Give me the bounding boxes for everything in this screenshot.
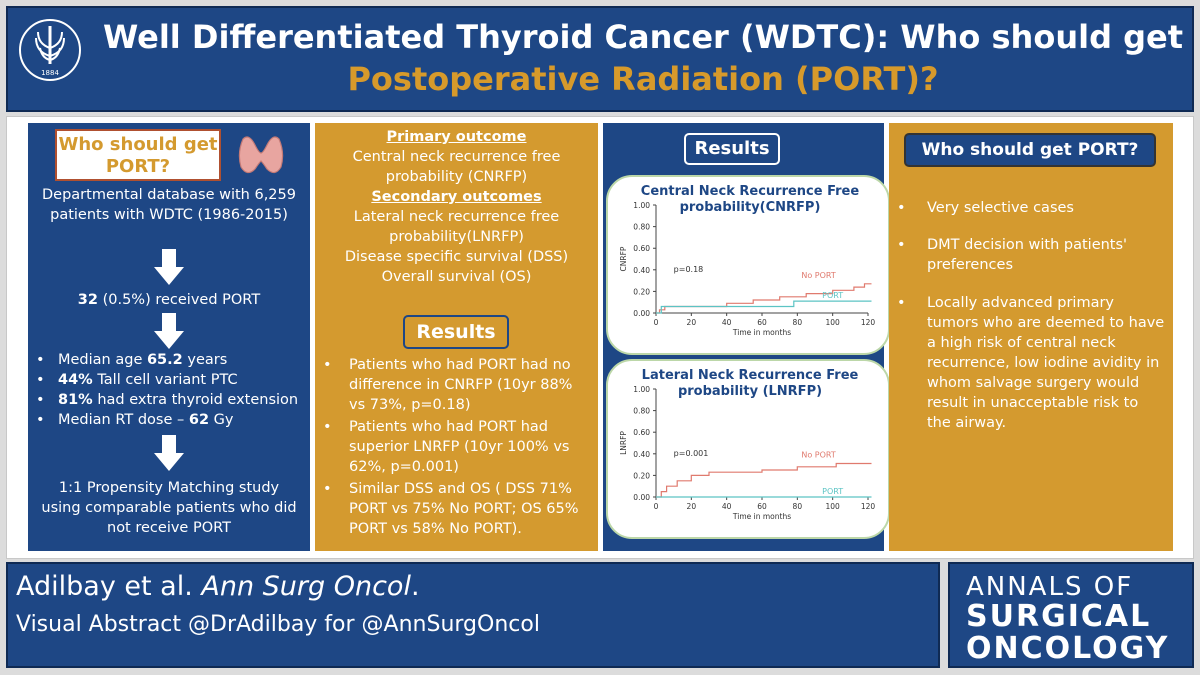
primary-outcome-text: Central neck recurrence free probability… (352, 149, 561, 185)
lnrfp-chart: Lateral Neck Recurrence Freeprobability … (619, 368, 876, 521)
visual-abstract-credit: Visual Abstract @DrAdilbay for @AnnSurgO… (16, 612, 540, 637)
p-value-annotation: p=0.18 (674, 265, 704, 274)
series-label-port: PORT (822, 291, 843, 300)
brand-line-2: SURGICAL (966, 599, 1152, 634)
received-port-text: 32 (0.5%) received PORT (38, 290, 300, 310)
series-line-port (656, 300, 872, 314)
y-tick-label: 1.00 (633, 385, 650, 394)
x-tick-label: 120 (861, 502, 876, 511)
result-bullet-lnrfp: • Patients who had PORT had superior LNRF… (323, 419, 570, 475)
x-tick-label: 120 (861, 318, 876, 327)
x-tick-label: 80 (793, 318, 803, 327)
who-should-get-port-box: Who should get PORT? (904, 133, 1156, 167)
series-label-no-port: No PORT (801, 451, 836, 460)
who-should-get-port-heading: Who should get PORT? (55, 129, 221, 181)
arrow-down-icon (154, 435, 184, 471)
x-axis-label: Time in months (732, 328, 791, 337)
secondary-outcome-os: Overall survival (OS) (381, 269, 532, 285)
received-count: 32 (77, 292, 98, 308)
chart-title-line-2: probability(CNRFP) (680, 200, 821, 215)
chart-title-line-2: probability (LNRFP) (678, 384, 822, 399)
x-tick-label: 100 (826, 502, 841, 511)
cnrfp-chart-card: Central Neck Recurrence Free probability(… (606, 175, 890, 355)
x-tick-label: 80 (793, 502, 803, 511)
citation-authors: Adilbay et al. (16, 571, 202, 602)
bullet-median-age: • Median age 65.2 years (36, 352, 228, 368)
database-text: Departmental database with 6,259 patient… (42, 187, 296, 223)
cnrfp-chart: Central Neck Recurrence Freeprobability(… (619, 184, 876, 337)
bullet-rt-dose: • Median RT dose – 62 Gy (36, 412, 234, 428)
chart-title-line-1: Central Neck Recurrence Free (641, 184, 860, 199)
title-line-2: Postoperative Radiation (PORT)? (347, 60, 939, 98)
x-tick-label: 0 (654, 502, 659, 511)
y-tick-label: 0.20 (633, 287, 650, 296)
y-tick-label: 0.80 (633, 407, 650, 416)
series-label-port: PORT (822, 487, 843, 496)
outcomes-panel: Primary outcome Central neck recurrence … (315, 123, 598, 551)
title-line-1: Well Differentiated Thyroid Cancer (WDTC… (102, 18, 1184, 56)
arrow-down-icon (154, 313, 184, 349)
header-banner: 1884 Well Differentiated Thyroid Cancer … (6, 6, 1194, 112)
y-tick-label: 0.80 (633, 223, 650, 232)
result-bullet-dss-os: • Similar DSS and OS ( DSS 71% PORT vs 75… (323, 481, 579, 537)
x-tick-label: 100 (826, 318, 841, 327)
x-tick-label: 20 (687, 318, 697, 327)
secondary-outcomes-heading: Secondary outcomes (371, 189, 542, 205)
y-tick-label: 0.60 (633, 428, 650, 437)
bullet-tall-cell: • 44% Tall cell variant PTC (36, 372, 238, 388)
results-charts-panel: Results Central Neck Recurrence Free prob… (603, 123, 890, 551)
y-tick-label: 0.00 (633, 309, 650, 318)
x-tick-label: 20 (687, 502, 697, 511)
recommendations-panel: Who should get PORT? • Very selective cas… (889, 123, 1173, 551)
y-axis-label: CNRFP (619, 246, 628, 271)
series-label-no-port: No PORT (801, 271, 836, 280)
lnrfp-chart-card: Lateral Neck Recurrence Free probability … (606, 359, 890, 539)
recommendation-advanced-tumors: • Locally advanced primary tumors who are… (897, 295, 1165, 431)
y-tick-label: 0.60 (633, 244, 650, 253)
x-tick-label: 0 (654, 318, 659, 327)
brand-line-3: ONCOLOGY (966, 631, 1170, 666)
y-tick-label: 0.40 (633, 266, 650, 275)
y-axis-label: LNRFP (619, 431, 628, 455)
received-rest: (0.5%) received PORT (97, 292, 261, 308)
study-design-panel: Who should get PORT? Departmental databa… (28, 123, 310, 551)
brand-line-1: ANNALS OF (966, 572, 1134, 602)
thyroid-icon (238, 136, 284, 174)
x-tick-label: 60 (757, 318, 767, 327)
x-tick-label: 40 (722, 318, 732, 327)
msk-logo-icon: 1884 (19, 19, 81, 81)
recommendation-dmt: • DMT decision with patients' preferences (897, 237, 1128, 273)
chart-title-line-1: Lateral Neck Recurrence Free (642, 368, 859, 383)
y-tick-label: 1.00 (633, 201, 650, 210)
y-tick-label: 0.40 (633, 450, 650, 459)
arrow-down-icon (154, 249, 184, 285)
results-charts-heading: Results (684, 133, 780, 165)
bullet-extra-thyroid: • 81% had extra thyroid extension (36, 392, 299, 408)
secondary-outcome-dss: Disease specific survival (DSS) (344, 249, 569, 265)
series-line-no-port (656, 462, 872, 498)
logo-year: 1884 (41, 69, 59, 77)
citation-journal: Ann Surg Oncol (201, 571, 411, 602)
recommendation-selective: • Very selective cases (897, 200, 1074, 216)
citation-footer: Adilbay et al. Ann Surg Oncol. Visual Ab… (6, 562, 940, 668)
journal-brand-logo: ANNALS OF SURGICAL ONCOLOGY (948, 562, 1194, 668)
x-tick-label: 60 (757, 502, 767, 511)
matching-text: 1:1 Propensity Matching study using comp… (41, 480, 297, 536)
results-heading: Results (403, 315, 509, 349)
series-line-no-port (656, 283, 872, 314)
x-tick-label: 40 (722, 502, 732, 511)
y-tick-label: 0.20 (633, 471, 650, 480)
p-value-annotation: p=0.001 (674, 449, 709, 458)
citation-suffix: . (410, 571, 420, 602)
primary-outcome-heading: Primary outcome (386, 129, 527, 145)
citation-line: Adilbay et al. Ann Surg Oncol. (16, 570, 420, 604)
result-bullet-cnrfp: • Patients who had PORT had no difference… (323, 357, 573, 413)
x-axis-label: Time in months (732, 512, 791, 521)
secondary-outcome-lnrfp: Lateral neck recurrence free probability… (353, 209, 560, 245)
y-tick-label: 0.00 (633, 493, 650, 502)
